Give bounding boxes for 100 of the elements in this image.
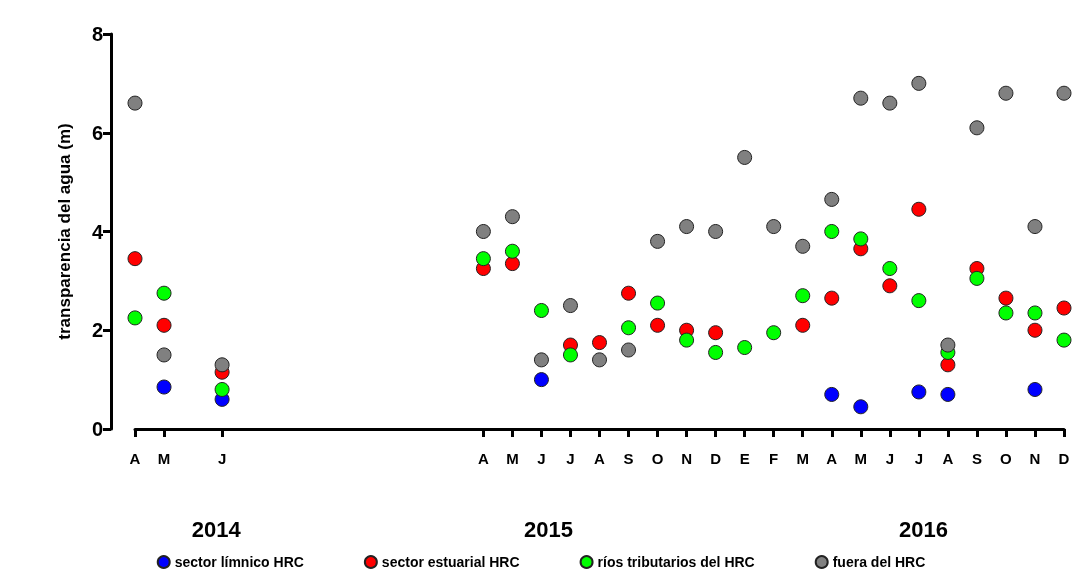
point <box>127 95 143 111</box>
point <box>911 384 927 400</box>
point <box>562 347 578 363</box>
x-tick-label: J <box>914 450 924 467</box>
text: 2015 <box>523 516 573 542</box>
point <box>504 256 520 272</box>
x-tick-label: S <box>623 450 634 467</box>
legend-label: sector estuarial HRC <box>381 554 520 570</box>
x-tick-label: A <box>826 450 838 467</box>
point <box>592 352 607 368</box>
point <box>475 251 491 267</box>
x-tick-label: A <box>477 450 489 467</box>
x-tick-label: N <box>1029 450 1041 467</box>
point <box>156 317 172 333</box>
point <box>795 288 811 304</box>
point <box>650 233 666 249</box>
x-tick-label: M <box>796 450 809 467</box>
point <box>737 340 753 356</box>
point <box>824 386 840 402</box>
point <box>940 357 956 373</box>
point <box>621 320 637 336</box>
x-tick-label: A <box>942 450 954 467</box>
point <box>1027 382 1043 397</box>
point <box>621 285 637 301</box>
text: 2014 <box>191 516 242 542</box>
x-tick-label: D <box>1058 450 1070 467</box>
legend-label: fuera del HRC <box>832 554 926 570</box>
x-tick-label: M <box>157 450 171 467</box>
y-tick-label: 0 <box>91 418 103 440</box>
y-tick-label: 6 <box>91 121 103 144</box>
y-tick-label: 2 <box>91 319 103 342</box>
legend-label: sector límnico HRC <box>174 554 304 570</box>
x-tick-label: J <box>217 450 227 467</box>
point <box>533 303 549 318</box>
point <box>127 310 143 326</box>
x-tick-label: E <box>739 450 750 467</box>
point <box>156 347 172 363</box>
point <box>795 238 811 254</box>
x-tick-label: A <box>594 450 606 467</box>
point <box>562 298 578 314</box>
point <box>621 342 637 358</box>
x-tick-label: D <box>710 450 722 467</box>
point <box>127 251 143 267</box>
text: 2016 <box>899 516 948 542</box>
point <box>824 191 840 207</box>
point <box>911 293 927 309</box>
point <box>1027 219 1043 235</box>
point <box>592 335 607 351</box>
point <box>533 352 549 368</box>
point <box>679 332 695 348</box>
point <box>882 261 898 277</box>
point <box>853 231 869 247</box>
point <box>650 295 666 311</box>
y-tick-label: 4 <box>91 220 104 243</box>
point <box>533 372 549 388</box>
x-tick-label: N <box>681 450 693 467</box>
point <box>766 219 782 235</box>
point <box>853 399 869 415</box>
point <box>824 290 840 306</box>
point <box>940 386 956 402</box>
x-tick-label: S <box>971 450 982 467</box>
point <box>940 337 956 353</box>
x-tick-label: O <box>1000 450 1013 467</box>
point <box>1056 85 1072 101</box>
point <box>650 317 666 333</box>
point <box>679 219 695 235</box>
point <box>1056 300 1072 316</box>
point <box>214 357 230 373</box>
legend-label: ríos tributarios del HRC <box>597 554 755 570</box>
point <box>911 201 927 217</box>
point <box>824 224 840 239</box>
point <box>1056 332 1072 348</box>
x-tick-label: M <box>506 450 519 467</box>
point <box>708 224 724 239</box>
x-tick-label: J <box>537 450 546 467</box>
point <box>998 290 1014 306</box>
point <box>156 285 172 301</box>
point <box>214 382 230 397</box>
point <box>156 379 172 395</box>
point <box>708 325 724 341</box>
point <box>998 305 1014 321</box>
point <box>969 120 985 136</box>
point <box>504 243 520 259</box>
point <box>882 278 898 294</box>
x-tick-label: M <box>854 450 868 467</box>
point <box>766 325 782 341</box>
point <box>853 90 869 106</box>
point <box>737 149 753 165</box>
point <box>504 209 520 225</box>
x-tick-label: J <box>885 450 894 467</box>
point <box>1027 305 1043 321</box>
x-tick-label: F <box>769 450 779 467</box>
point <box>911 75 927 91</box>
x-tick-label: J <box>566 450 575 467</box>
x-tick-label: O <box>651 450 664 467</box>
point <box>969 270 985 286</box>
point <box>1027 322 1043 338</box>
point <box>475 224 491 239</box>
point <box>998 85 1014 101</box>
y-tick-label: 8 <box>91 23 103 45</box>
